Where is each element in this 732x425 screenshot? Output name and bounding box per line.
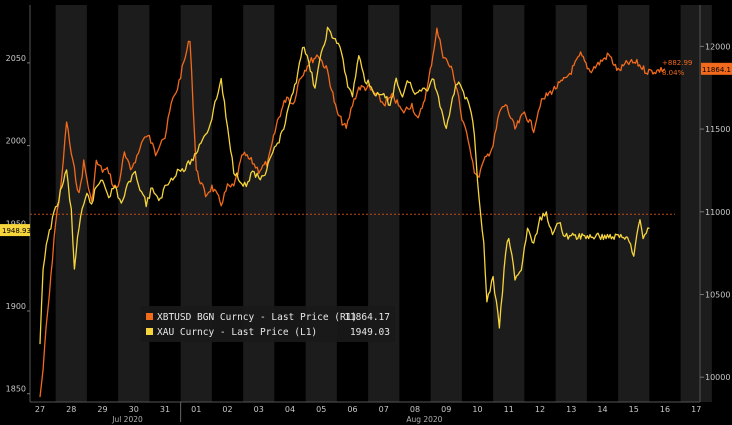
last-price-tags: 1948.93 11864.1 +882.99 8.04%: [0, 59, 732, 237]
x-tick-label: 28: [66, 405, 76, 414]
x-tick-label: 08: [410, 405, 420, 414]
left-last-tag: [0, 224, 30, 237]
day-band: [180, 5, 212, 402]
legend-value-gold: 1949.03: [350, 327, 390, 338]
day-band: [493, 5, 525, 402]
x-tick-label: 30: [129, 405, 139, 414]
legend-swatch-btc: [146, 313, 153, 320]
left-axis: 1850 1900 1950 2000 2050: [6, 5, 31, 402]
right-tick-label: 11500: [705, 125, 730, 134]
x-tick-label: 04: [285, 405, 295, 414]
x-tick-label: 13: [566, 405, 576, 414]
x-tick-label: 27: [35, 405, 45, 414]
left-tick-label: 2050: [6, 54, 26, 63]
day-band: [305, 5, 337, 402]
x-tick-label: 01: [191, 405, 201, 414]
right-axis: 10000 10500 11000 11500 12000: [699, 5, 730, 402]
legend-value-btc: 11864.17: [344, 312, 390, 323]
left-tick-label: 1950: [6, 219, 26, 228]
x-tick-label: 09: [441, 405, 451, 414]
left-last-tag-label: 1948.93: [2, 227, 31, 235]
day-band: [243, 5, 275, 402]
series-line-gold: [39, 26, 650, 345]
x-axis: 27 28 29 30 31 01 02 03 04 05 06 07 08 09 10 11 12 13 14 15…: [30, 401, 701, 424]
x-tick-label: 07: [379, 405, 389, 414]
day-band: [555, 5, 587, 402]
x-tick-label: 05: [316, 405, 326, 414]
series-layer: [39, 26, 666, 398]
day-band: [55, 5, 87, 402]
right-tick-label: 10500: [705, 290, 730, 299]
change-label: +882.99: [662, 59, 692, 67]
x-tick-label: 06: [347, 405, 357, 414]
x-tick-label: 10: [472, 405, 482, 414]
left-tick-label: 1850: [6, 385, 26, 394]
x-tick-label: 16: [660, 405, 670, 414]
right-tick-label: 12000: [705, 42, 730, 51]
legend-swatch-gold: [146, 328, 153, 335]
x-tick-label: 11: [504, 405, 514, 414]
right-tick-label: 10000: [705, 373, 730, 382]
x-tick-label: 15: [629, 405, 639, 414]
x-tick-label: 29: [97, 405, 107, 414]
x-tick-label: 31: [160, 405, 170, 414]
legend: XBTUSD BGN Curncy - Last Price (R1) 1186…: [141, 306, 395, 342]
left-tick-label: 1900: [6, 302, 26, 311]
x-tick-label: 03: [254, 405, 264, 414]
series-line-btc: [39, 27, 666, 398]
right-last-tag-label: 11864.1: [702, 66, 731, 74]
x-tick-label: 14: [597, 405, 607, 414]
change-pct-label: 8.04%: [662, 69, 685, 77]
x-tick-label: 02: [222, 405, 232, 414]
right-tick-label: 11000: [705, 208, 730, 217]
legend-box: [141, 306, 395, 342]
right-last-tag: [701, 62, 732, 75]
month-label-jul: Jul 2020: [111, 415, 143, 424]
legend-label-btc: XBTUSD BGN Curncy - Last Price (R1): [157, 312, 357, 323]
left-tick-label: 2000: [6, 137, 26, 146]
day-band: [430, 5, 462, 402]
month-label-aug: Aug 2020: [406, 415, 442, 424]
day-band: [118, 5, 150, 402]
day-band: [368, 5, 400, 402]
x-tick-label: 17: [691, 405, 701, 414]
x-tick-label: 12: [535, 405, 545, 414]
legend-label-gold: XAU Curncy - Last Price (L1): [157, 327, 317, 338]
